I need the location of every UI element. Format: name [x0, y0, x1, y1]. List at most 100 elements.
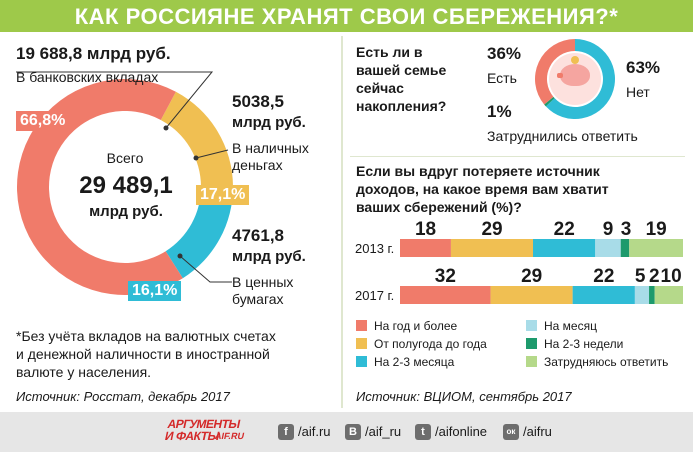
bar-segment-0-3: [595, 239, 621, 257]
bar-value-label-1-0: 32: [435, 266, 456, 287]
bar-value-label-0-4: 3: [621, 219, 632, 240]
vk-link[interactable]: /aif_ru: [365, 424, 402, 439]
leader-line-0: [16, 71, 214, 129]
bar-segment-1-1: [490, 286, 573, 304]
bar-value-label-0-3: 9: [603, 219, 614, 240]
stacked-bar-chart: 2013 г. 18 29 22 9 3 19 2017 г. 32 29 22 5 2 10: [355, 219, 683, 304]
donut-segment-1: [160, 91, 233, 187]
bars-question-line-3: ваших сбережений (%)?: [356, 199, 522, 215]
footnote-line-3: валюте у населения.: [16, 364, 152, 380]
bar-segment-1-4: [649, 286, 655, 304]
leader-dot-1: [193, 155, 199, 161]
odnoklassniki-link[interactable]: /aifru: [523, 424, 552, 439]
bar-value-label-1-4: 2: [649, 266, 660, 287]
vk-icon[interactable]: В: [345, 424, 361, 440]
footnote-line-2: и денежной наличности в иностранной: [16, 346, 270, 362]
logo-site: AIF.RU: [214, 431, 246, 441]
bars-question-line-2: доходов, на какое время вам хватит: [356, 181, 609, 197]
leader-dot-0: [163, 125, 169, 131]
deposits-value: 19 688,8 млрд руб.: [16, 44, 171, 63]
bars-legend: На год и более На месяц От полугода до год…: [356, 319, 668, 369]
cash-value: 5038,5: [232, 92, 284, 111]
leader-dot-2: [177, 253, 183, 259]
poll-no-percent: 63%: [626, 58, 661, 77]
securities-label-line1: В ценных: [232, 274, 294, 290]
legend-swatch-2: [356, 356, 367, 367]
legend-swatch-4: [526, 338, 537, 349]
bar-segment-1-2: [572, 286, 635, 304]
donut-center-unit: млрд руб.: [89, 203, 163, 220]
bars-question-line-1: Если вы вдруг потеряете источник: [356, 163, 600, 179]
deposits-label: В банковских вкладах: [16, 69, 159, 85]
donut-segment-2: [165, 186, 233, 279]
legend-swatch-0: [356, 320, 367, 331]
poll-question-line-3: сейчас: [356, 80, 404, 96]
donut-segment-0: [17, 78, 183, 295]
legend-label-0: На год и более: [374, 319, 458, 333]
bar-category-label-1: 2017 г.: [355, 288, 394, 303]
source-vciom: Источник: ВЦИОМ, сентябрь 2017: [356, 389, 572, 404]
bar-value-label-1-3: 5: [635, 266, 646, 287]
footnote-line-1: *Без учёта вкладов на валютных счетах: [16, 328, 276, 344]
bar-segment-1-0: [400, 286, 491, 304]
legend-swatch-3: [526, 320, 537, 331]
bar-value-label-1-1: 29: [521, 266, 542, 287]
cash-unit: млрд руб.: [232, 114, 306, 131]
bar-segment-0-2: [533, 239, 596, 257]
facebook-icon[interactable]: f: [278, 424, 294, 440]
twitter-icon[interactable]: t: [415, 424, 431, 440]
poll-no-label: Нет: [626, 84, 650, 100]
legend-swatch-5: [526, 356, 537, 367]
securities-percent-badge: 16,1%: [128, 281, 182, 301]
logo-line-bottom: И ФАКТЫ: [163, 429, 221, 443]
deposits-percent-badge: 66,8%: [16, 111, 70, 131]
twitter-link[interactable]: /aifonline: [435, 424, 488, 439]
poll-question-line-1: Есть ли в: [356, 44, 423, 60]
title-bar: [0, 0, 693, 32]
piggy-bank-icon: [557, 56, 590, 86]
bar-segment-0-1: [450, 239, 534, 257]
bar-segment-0-5: [629, 239, 683, 257]
page-title: КАК РОССИЯНЕ ХРАНЯТ СВОИ СБЕРЕЖЕНИЯ?*: [74, 4, 619, 29]
poll-yes-label: Есть: [487, 70, 517, 86]
legend-label-4: На 2-3 недели: [544, 337, 623, 351]
legend-label-2: На 2-3 месяца: [374, 355, 455, 369]
brand-logo[interactable]: АРГУМЕНТЫ И ФАКТЫ AIF.RU: [163, 417, 259, 447]
facebook-link[interactable]: /aif.ru: [298, 424, 331, 439]
poll-segment-2: [544, 96, 555, 107]
cash-percent-badge: 17,1%: [196, 185, 250, 205]
bar-value-label-1-5: 10: [661, 266, 682, 287]
donut-chart: [16, 71, 233, 295]
poll-question-line-2: вашей семье: [356, 62, 447, 78]
bar-value-label-1-2: 22: [593, 266, 614, 287]
column-divider: [341, 36, 343, 408]
bar-category-label-0: 2013 г.: [355, 241, 394, 256]
bar-segment-1-3: [634, 286, 650, 304]
bar-segment-0-0: [400, 239, 451, 257]
source-rosstat: Источник: Росстат, декабрь 2017: [16, 389, 230, 404]
bar-segment-0-4: [620, 239, 630, 257]
leader-line-2: [179, 255, 232, 283]
poll-unsure-percent: 1%: [487, 102, 512, 121]
securities-unit: млрд руб.: [232, 248, 306, 265]
legend-label-3: На месяц: [544, 319, 597, 333]
cash-label-line2: деньгах: [232, 157, 283, 173]
poll-question-line-4: накопления?: [356, 98, 447, 114]
bar-value-label-0-2: 22: [554, 219, 575, 240]
legend-swatch-1: [356, 338, 367, 349]
cash-label-line1: В наличных: [232, 140, 309, 156]
leader-line-1: [195, 149, 229, 159]
bar-value-label-0-5: 19: [646, 219, 667, 240]
section-divider: [350, 156, 685, 157]
donut-center-value: 29 489,1: [79, 172, 173, 199]
bar-segment-1-5: [654, 286, 683, 304]
securities-value: 4761,8: [232, 226, 284, 245]
legend-label-1: От полугода до года: [374, 337, 487, 351]
legend-label-5: Затрудняюсь ответить: [544, 355, 668, 369]
securities-label-line2: бумагах: [232, 291, 284, 307]
poll-segment-1: [545, 39, 615, 119]
odnoklassniki-icon[interactable]: ок: [503, 424, 519, 440]
bar-value-label-0-0: 18: [415, 219, 436, 240]
poll-unsure-label: Затруднились ответить: [487, 128, 638, 144]
